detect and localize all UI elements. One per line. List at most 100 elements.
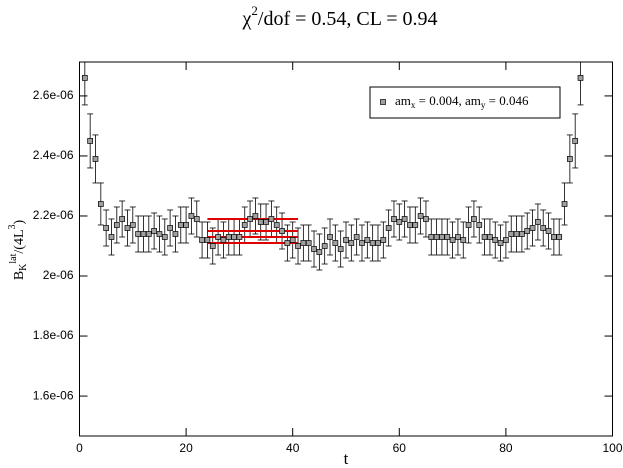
data-point bbox=[268, 216, 275, 222]
data-point bbox=[257, 219, 264, 225]
data-point bbox=[87, 138, 94, 144]
y-tick-label: 2e-06 bbox=[43, 268, 74, 282]
title-part: χ bbox=[242, 8, 252, 30]
data-point bbox=[108, 234, 115, 240]
data-point bbox=[183, 222, 189, 228]
data-point bbox=[407, 222, 413, 228]
data-point bbox=[300, 240, 307, 246]
data-point bbox=[385, 225, 392, 231]
chart-title: χ2/dof = 0.54, CL = 0.94 bbox=[242, 3, 438, 30]
data-point bbox=[135, 231, 141, 237]
x-tick-label: 80 bbox=[499, 441, 513, 455]
data-point bbox=[375, 240, 381, 246]
legend-part: = 0.046 bbox=[485, 93, 529, 108]
data-point bbox=[193, 216, 200, 222]
data-point bbox=[513, 231, 520, 237]
data-point bbox=[529, 225, 536, 231]
data-point bbox=[199, 237, 205, 243]
data-point bbox=[204, 237, 211, 243]
data-point bbox=[92, 156, 99, 162]
data-point bbox=[391, 216, 397, 222]
data-point bbox=[417, 213, 424, 219]
ylabel-part: /(4L bbox=[12, 229, 27, 253]
data-point bbox=[305, 240, 312, 246]
data-point bbox=[321, 243, 328, 249]
data-point bbox=[177, 222, 184, 228]
data-point bbox=[279, 228, 285, 234]
data-point bbox=[364, 237, 371, 243]
plot-area: 0 20 40 60 80 100 1.6e-06 1.8e-06 2e-06 2.2e-06 2.… bbox=[33, 62, 623, 455]
x-tick-label: 20 bbox=[179, 441, 193, 455]
data-point bbox=[97, 201, 104, 207]
x-tick-label: 60 bbox=[393, 441, 407, 455]
data-point bbox=[455, 234, 461, 240]
x-tick-label: 40 bbox=[286, 441, 300, 455]
data-point bbox=[156, 231, 163, 237]
legend-text: amx = 0.004, amy = 0.046 bbox=[395, 93, 529, 110]
data-point bbox=[396, 219, 403, 225]
data-point bbox=[353, 234, 360, 240]
data-point bbox=[577, 75, 584, 81]
legend-box bbox=[369, 86, 561, 119]
data-point bbox=[289, 237, 296, 243]
data-point bbox=[439, 234, 445, 240]
data-point bbox=[332, 240, 339, 246]
data-point bbox=[551, 234, 557, 240]
data-point bbox=[140, 231, 147, 237]
data-point bbox=[145, 231, 152, 237]
y-tick-label: 1.6e-06 bbox=[33, 388, 74, 402]
data-point bbox=[348, 240, 355, 246]
data-point bbox=[220, 237, 227, 243]
data-point bbox=[476, 222, 483, 228]
data-point bbox=[316, 249, 323, 255]
data-point bbox=[327, 234, 333, 240]
plot-frame bbox=[79, 61, 613, 437]
x-axis-label: t bbox=[344, 449, 349, 468]
data-point bbox=[209, 243, 216, 249]
data-point bbox=[247, 216, 253, 222]
data-point bbox=[295, 243, 301, 249]
data-point bbox=[124, 225, 131, 231]
data-point bbox=[215, 234, 221, 240]
data-point bbox=[380, 237, 387, 243]
data-point bbox=[369, 240, 376, 246]
data-point bbox=[561, 201, 568, 207]
data-point bbox=[487, 234, 493, 240]
data-point bbox=[519, 231, 525, 237]
data-point bbox=[113, 222, 120, 228]
data-point bbox=[503, 237, 509, 243]
y-tick-label: 2.4e-06 bbox=[33, 148, 74, 162]
data-point bbox=[471, 216, 477, 222]
x-tick-label: 0 bbox=[76, 441, 83, 455]
data-point bbox=[535, 219, 541, 225]
data-point bbox=[103, 225, 110, 231]
x-tick-label: 100 bbox=[602, 441, 622, 455]
data-point bbox=[225, 234, 232, 240]
data-point bbox=[263, 219, 269, 225]
data-point bbox=[172, 231, 179, 237]
data-point bbox=[81, 75, 88, 81]
data-point bbox=[423, 216, 429, 222]
data-point bbox=[311, 246, 317, 252]
data-point bbox=[449, 237, 456, 243]
data-point bbox=[231, 234, 237, 240]
y-tick-label: 1.8e-06 bbox=[33, 328, 74, 342]
data-point bbox=[167, 225, 173, 231]
data-point bbox=[188, 213, 195, 219]
data-point bbox=[545, 228, 552, 234]
data-point bbox=[359, 240, 365, 246]
data-point bbox=[337, 246, 344, 252]
data-point bbox=[343, 237, 349, 243]
y-axis-label: BKlat/(4L3) bbox=[7, 219, 29, 280]
ylabel-part: lat bbox=[8, 253, 19, 263]
legend-marker bbox=[380, 99, 386, 105]
data-point bbox=[236, 234, 243, 240]
data-point bbox=[492, 237, 499, 243]
ylabel-part: K bbox=[18, 263, 29, 271]
data-point bbox=[241, 222, 248, 228]
data-point bbox=[497, 240, 504, 246]
data-point bbox=[161, 234, 168, 240]
data-point bbox=[465, 222, 472, 228]
